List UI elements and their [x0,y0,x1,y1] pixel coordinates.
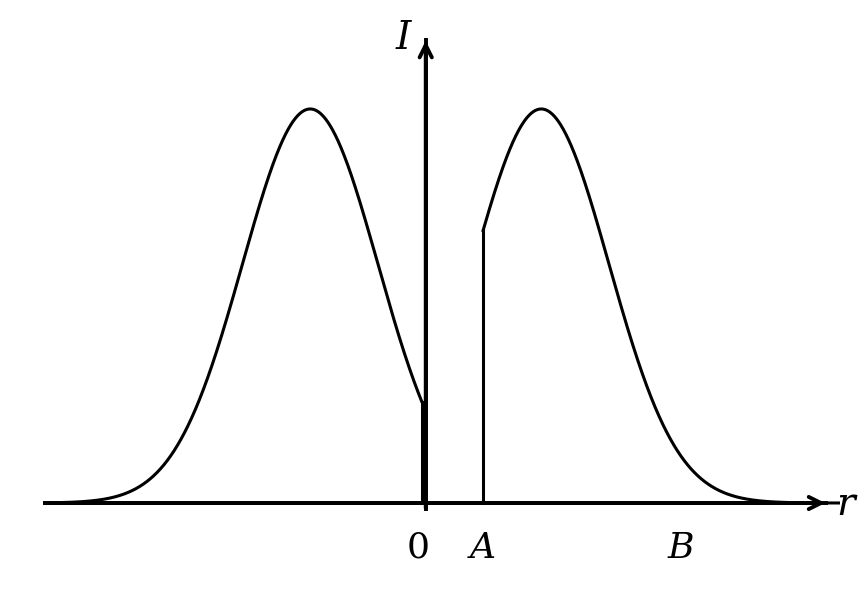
Text: B: B [668,530,694,565]
Text: r: r [836,486,855,524]
Text: I: I [396,20,411,57]
Text: A: A [470,530,496,565]
Text: 0: 0 [406,530,430,565]
